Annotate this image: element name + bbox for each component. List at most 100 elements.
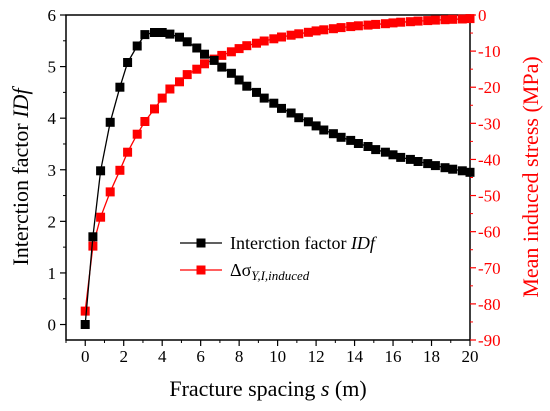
series-point-stress <box>140 117 150 126</box>
right-y-tick-label: -30 <box>478 114 501 133</box>
legend-marker-idf <box>196 238 206 248</box>
x-tick-label: 8 <box>235 347 244 366</box>
right-y-axis-title: Mean induced stress (MPa) <box>518 56 543 297</box>
series-point-stress <box>269 34 279 44</box>
series-point-stress <box>88 241 98 251</box>
series-point-idf <box>226 68 236 78</box>
series-point-idf <box>105 117 115 127</box>
x-axis-ticks: 0 2 4 6 8 10 12 14 16 18 20 <box>65 340 479 366</box>
series-point-idf <box>465 167 475 177</box>
series-layer <box>80 14 475 329</box>
series-point-stress <box>286 30 296 40</box>
series-point-stress <box>226 47 236 57</box>
series-point-idf <box>259 93 269 103</box>
series-point-idf <box>346 135 356 145</box>
series-point-stress <box>396 17 406 27</box>
series-point-idf <box>269 98 279 108</box>
series-point-idf <box>303 117 313 127</box>
series-point-stress <box>123 147 133 157</box>
series-point-idf <box>286 108 296 118</box>
right-y-tick-label: -70 <box>478 259 501 278</box>
legend-label-idf: Interction factor IDf <box>230 233 378 253</box>
series-point-idf <box>328 129 338 139</box>
series-point-idf <box>165 29 175 39</box>
right-y-tick-label: -40 <box>478 150 501 169</box>
series-point-idf <box>430 161 440 171</box>
right-y-tick-label: -20 <box>478 78 501 97</box>
series-point-idf <box>132 41 142 51</box>
x-tick-label: 12 <box>308 347 325 366</box>
series-point-stress <box>423 16 433 26</box>
x-tick-label: 10 <box>269 347 286 366</box>
series-point-idf <box>88 232 98 242</box>
left-y-axis-title: Interction factor IDf <box>8 86 33 266</box>
series-point-idf <box>140 30 150 40</box>
series-point-idf <box>234 75 244 85</box>
series-point-stress <box>405 17 415 27</box>
left-y-tick-label: 2 <box>48 212 57 231</box>
series-point-stress <box>328 24 338 34</box>
series-point-stress <box>217 50 227 60</box>
series-point-idf <box>440 163 450 173</box>
legend-label-stress: ΔσY,I,induced <box>230 260 310 283</box>
series-point-idf <box>123 58 133 67</box>
series-point-idf <box>388 150 398 160</box>
x-tick-label: 18 <box>423 347 440 366</box>
series-point-idf <box>363 142 373 151</box>
series-point-stress <box>430 15 440 25</box>
series-point-idf <box>311 121 321 131</box>
series-point-stress <box>182 70 192 80</box>
series-point-idf <box>277 103 286 113</box>
series-point-idf <box>371 145 381 155</box>
series-point-stress <box>319 25 329 35</box>
series-point-idf <box>242 81 252 91</box>
series-point-stress <box>192 64 202 74</box>
series-point-idf <box>182 37 192 47</box>
series-point-stress <box>303 27 313 37</box>
series-point-stress <box>336 23 346 33</box>
x-tick-label: 6 <box>196 347 205 366</box>
series-point-idf <box>209 55 219 65</box>
series-point-stress <box>448 14 458 24</box>
series-point-idf <box>192 43 202 53</box>
series-point-idf <box>319 125 329 135</box>
series-point-idf <box>448 164 458 174</box>
series-point-stress <box>388 18 398 28</box>
series-point-idf <box>380 147 390 157</box>
series-point-stress <box>363 20 373 30</box>
left-y-tick-label: 3 <box>48 161 57 180</box>
x-tick-label: 20 <box>462 347 479 366</box>
x-tick-label: 0 <box>81 347 90 366</box>
series-point-idf <box>294 113 304 123</box>
series-point-idf <box>252 87 261 97</box>
series-point-idf <box>157 28 167 37</box>
series-point-stress <box>165 84 175 94</box>
legend: Interction factor IDf ΔσY,I,induced <box>180 233 378 283</box>
left-y-tick-label: 0 <box>48 316 57 335</box>
right-y-tick-label: -90 <box>478 331 501 350</box>
series-point-stress <box>105 187 115 197</box>
series-point-stress <box>175 77 184 87</box>
series-point-stress <box>96 212 106 222</box>
series-point-idf <box>200 49 209 59</box>
series-point-stress <box>157 93 167 103</box>
series-point-stress <box>440 15 450 25</box>
series-point-stress <box>234 44 244 54</box>
series-point-stress <box>200 59 209 69</box>
x-tick-label: 14 <box>346 347 364 366</box>
left-y-tick-label: 6 <box>48 6 57 25</box>
series-point-stress <box>311 26 321 36</box>
right-y-tick-label: -80 <box>478 295 501 314</box>
right-y-axis-ticks: 0 -10 -20 -30 -40 -50 -60 -70 -80 -90 <box>470 6 501 350</box>
x-axis-title: Fracture spacing s (m) <box>169 376 366 401</box>
series-point-stress <box>259 36 269 46</box>
series-point-idf <box>353 139 363 148</box>
left-y-tick-label: 5 <box>48 58 57 77</box>
series-point-stress <box>80 306 90 316</box>
series-point-stress <box>277 32 286 42</box>
x-tick-label: 4 <box>158 347 167 366</box>
left-y-tick-label: 1 <box>48 264 57 283</box>
right-y-tick-label: -10 <box>478 42 501 61</box>
series-point-stress <box>353 21 363 31</box>
